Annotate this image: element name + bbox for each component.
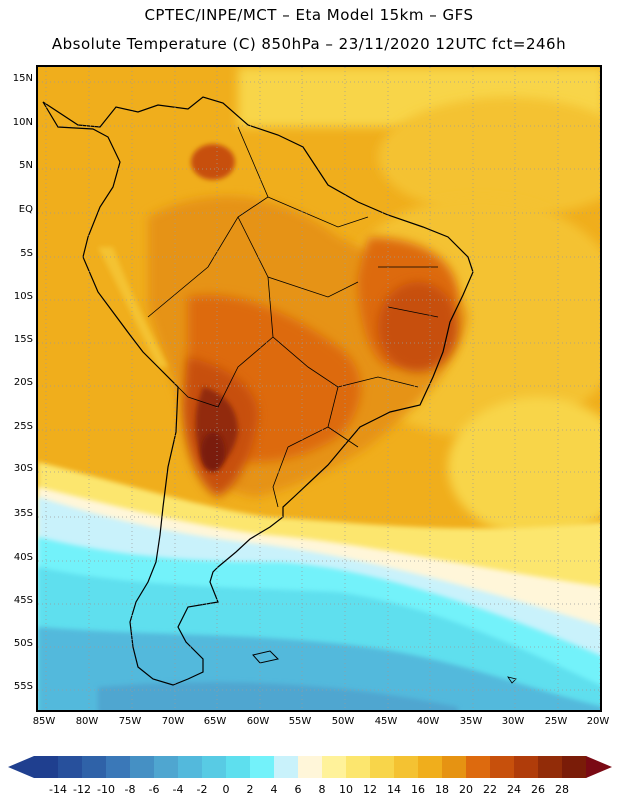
colorbar-over-arrow [586,756,612,778]
field-venezuela-24 [191,144,235,180]
colorbar-label: 24 [507,783,521,796]
temperature-map [36,65,602,712]
colorbar-label: 10 [339,783,353,796]
colorbar-label: 16 [411,783,425,796]
colorbar-cell [514,756,539,778]
colorbar-label: 12 [363,783,377,796]
colorbar-cell [202,756,227,778]
colorbar-label: -2 [196,783,208,796]
colorbar-cells [34,756,587,778]
colorbar-cell [490,756,515,778]
colorbar-label: 20 [459,783,473,796]
longitude-label: 50W [331,716,355,727]
longitude-label: 75W [118,716,142,727]
colorbar-cell [466,756,491,778]
colorbar-label: 28 [555,783,569,796]
latitude-label: 55S [13,681,33,692]
longitude-label: 30W [501,716,525,727]
colorbar-cell [274,756,299,778]
latitude-label: 30S [13,463,33,474]
latitude-label: EQ [18,204,33,215]
latitude-label: 40S [13,552,33,563]
colorbar-label: -10 [97,783,115,796]
longitude-label: 20W [586,716,610,727]
colorbar-label: -14 [49,783,67,796]
map-title: CPTEC/INPE/MCT – Eta Model 15km – GFS [144,6,474,24]
colorbar-cell [34,756,59,778]
map-subtitle: Absolute Temperature (C) 850hPa – 23/11/… [51,35,567,53]
field-chaco-28 [201,432,225,472]
latitude-label: 50S [13,638,33,649]
latitude-label: 10S [13,291,33,302]
latitude-label: 45S [13,595,33,606]
colorbar-cell [154,756,179,778]
colorbar-cell [298,756,323,778]
colorbar-label: 18 [435,783,449,796]
colorbar-cell [82,756,107,778]
colorbar-cell [442,756,467,778]
colorbar-label: 22 [483,783,497,796]
longitude-label: 55W [288,716,312,727]
longitude-label: 60W [246,716,270,727]
temperature-colorbar [8,756,612,778]
colorbar-label: -4 [172,783,184,796]
longitude-label: 40W [416,716,440,727]
colorbar-cell [322,756,347,778]
colorbar-label: 0 [222,783,230,796]
colorbar-cell [130,756,155,778]
colorbar-label: -8 [124,783,136,796]
south-georgia [507,676,517,684]
longitude-label: 70W [161,716,185,727]
latitude-label: 5S [20,248,33,259]
colorbar-cell [250,756,275,778]
south-america-coastline [42,96,474,686]
longitude-label: 85W [32,716,56,727]
colorbar-cell [562,756,587,778]
colorbar-cell [106,756,131,778]
colorbar-label: 2 [246,783,254,796]
colorbar-cell [370,756,395,778]
colorbar-label: 14 [387,783,401,796]
colorbar-label: -6 [148,783,160,796]
temperature-field [38,67,600,710]
colorbar-cell [538,756,563,778]
field-atlantic-south [448,397,600,537]
latitude-label: 15S [13,334,33,345]
field-andes [98,247,168,367]
colorbar-label: -12 [73,783,91,796]
colorbar-cell [394,756,419,778]
latitude-label: 10N [12,117,33,128]
colorbar-cell [226,756,251,778]
colorbar-label: 6 [294,783,302,796]
colorbar-under-arrow [8,756,34,778]
longitude-label: 65W [203,716,227,727]
country-borders [147,126,439,508]
longitude-label: 80W [75,716,99,727]
falkland-islands [252,650,279,664]
colorbar-cell [178,756,203,778]
field-bahia-24 [378,282,458,372]
longitude-label: 25W [544,716,568,727]
longitude-label: 45W [374,716,398,727]
latitude-label: 5N [19,160,33,171]
field-band-neg2 [98,682,458,710]
colorbar-label: 26 [531,783,545,796]
latitude-label: 25S [13,421,33,432]
latitude-label: 35S [13,508,33,519]
latitude-label: 20S [13,377,33,388]
colorbar-label: 4 [270,783,278,796]
colorbar-cell [58,756,83,778]
colorbar-cell [346,756,371,778]
colorbar-label: 8 [318,783,326,796]
longitude-label: 35W [459,716,483,727]
field-atlantic-north [378,97,600,217]
colorbar-cell [418,756,443,778]
latitude-label: 15N [12,73,33,84]
